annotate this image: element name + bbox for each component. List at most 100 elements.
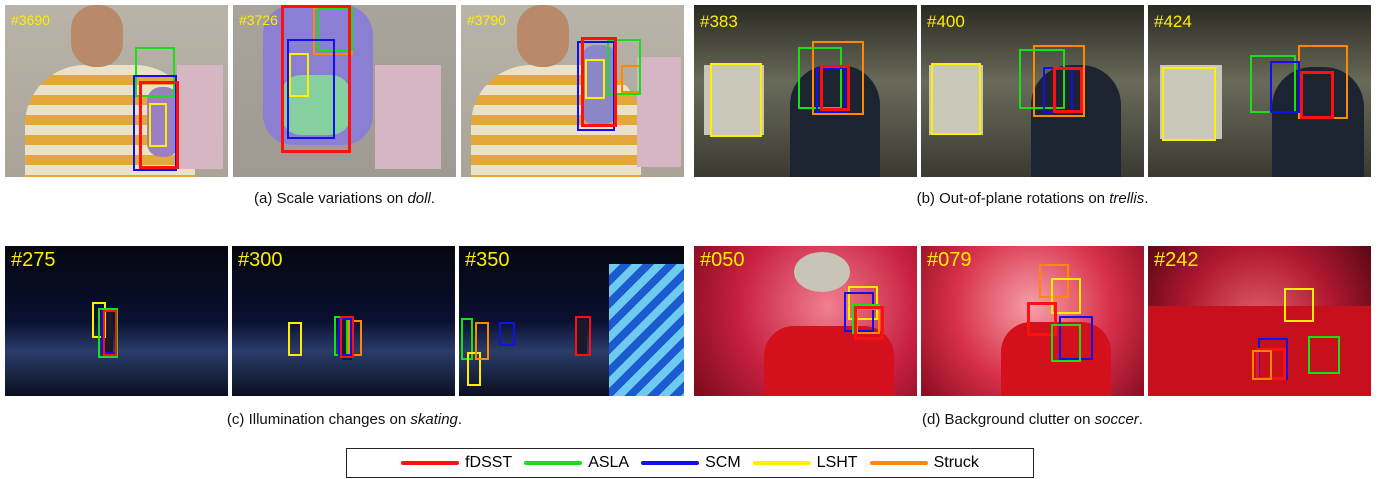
frame-doll-3726: #3726 (233, 5, 456, 177)
bbox-fdsst (581, 37, 617, 127)
bbox-scm (338, 318, 352, 356)
bbox-struck (348, 320, 362, 356)
window-light (704, 65, 764, 135)
bbox-fdsst (340, 316, 354, 358)
legend-label: LSHT (816, 454, 858, 471)
frame-number: #300 (238, 249, 283, 271)
legend-line (524, 461, 583, 465)
person-head (71, 5, 123, 67)
legend-line (869, 461, 928, 465)
bbox-struck (1039, 264, 1069, 298)
frame-doll-3790: #3790 (461, 5, 684, 177)
legend-line (401, 461, 460, 465)
bbox-scm (816, 67, 846, 113)
light-wall (609, 264, 684, 396)
legend-label: Struck (933, 454, 979, 471)
bbox-fdsst (1300, 71, 1334, 119)
bbox-fdsst (139, 81, 179, 169)
bbox-fdsst (1027, 302, 1057, 336)
window-light (929, 65, 983, 135)
frame-number: #3726 (239, 12, 278, 28)
person-silhouette (1272, 67, 1364, 177)
caption-text: (d) Background clutter on (922, 411, 1095, 428)
caption-text: (b) Out-of-plane rotations on (916, 190, 1110, 207)
bbox-lsht (710, 63, 762, 137)
frame-soccer-079: #079 (921, 246, 1144, 396)
legend: fDSST ASLA SCM LSHT Struck (346, 448, 1034, 478)
bbox-asla (1308, 336, 1340, 374)
frame-skating-275: #275 (5, 246, 228, 396)
legend-item-fdsst: fDSST (401, 454, 512, 472)
bbox-scm (1059, 316, 1093, 360)
frame-number: #3690 (11, 12, 50, 28)
frame-skating-350: #350 (459, 246, 684, 396)
bbox-lsht (288, 322, 302, 356)
bbox-asla (317, 7, 353, 51)
caption-skating: (c) Illumination changes on skating. (5, 411, 684, 428)
bbox-lsht (585, 59, 605, 99)
bbox-struck (1252, 350, 1272, 380)
bbox-struck (856, 308, 880, 334)
frame-number: #400 (927, 12, 965, 31)
bbox-scm (844, 292, 874, 332)
legend-item-lsht: LSHT (752, 454, 858, 472)
caption-sequence: doll (407, 190, 431, 207)
window-light (1160, 65, 1222, 139)
bbox-asla (1051, 324, 1081, 362)
caption-period: . (1138, 411, 1143, 428)
person-silhouette (790, 65, 880, 177)
bbox-lsht (1162, 67, 1216, 141)
bbox-asla (135, 47, 175, 97)
legend-item-scm: SCM (641, 454, 741, 472)
person-head (517, 5, 569, 67)
bbox-lsht (1284, 288, 1314, 322)
legend-label: fDSST (465, 454, 513, 471)
poster (177, 65, 223, 169)
bbox-fdsst (820, 65, 850, 111)
bbox-scm (287, 39, 335, 139)
trophy (794, 252, 850, 292)
bbox-asla (98, 308, 118, 358)
bbox-lsht (1051, 278, 1081, 314)
frame-trellis-383: #383 (694, 5, 917, 177)
caption-period: . (430, 190, 435, 207)
skater-figure (103, 308, 113, 356)
caption-sequence: soccer (1094, 411, 1139, 428)
frame-trellis-424: #424 (1148, 5, 1371, 177)
caption-trellis: (b) Out-of-plane rotations on trellis. (694, 190, 1371, 207)
caption-soccer: (d) Background clutter on soccer. (694, 411, 1371, 428)
frame-trellis-400: #400 (921, 5, 1144, 177)
poster (637, 57, 681, 167)
bbox-struck (475, 322, 489, 360)
doll-toy (581, 45, 617, 125)
bbox-asla (1019, 49, 1065, 109)
bbox-lsht (848, 286, 878, 320)
caption-period: . (457, 411, 463, 428)
bbox-lsht (931, 63, 981, 135)
bbox-lsht (149, 103, 167, 147)
legend-item-struck: Struck (869, 454, 979, 472)
bbox-fdsst (1053, 67, 1083, 113)
bbox-fdsst (103, 310, 117, 356)
caption-sequence: skating (410, 411, 458, 428)
frame-doll-3690: #3690 (5, 5, 228, 177)
bbox-lsht (467, 352, 481, 386)
doll-body (281, 75, 351, 135)
bbox-asla (607, 39, 641, 95)
bbox-fdsst (854, 306, 884, 340)
person-silhouette (1031, 65, 1121, 177)
poster (375, 65, 441, 169)
frame-number: #050 (700, 249, 745, 271)
caption-text: (a) Scale variations on (254, 190, 408, 207)
frame-number: #242 (1154, 249, 1199, 271)
bbox-lsht (289, 53, 309, 97)
frame-number: #350 (465, 249, 510, 271)
bbox-struck (812, 41, 864, 115)
skater-figure (577, 320, 587, 356)
bbox-fdsst (575, 316, 591, 356)
caption-sequence: trellis (1109, 190, 1145, 207)
bbox-scm (499, 322, 515, 346)
frame-number: #275 (11, 249, 56, 271)
caption-period: . (1144, 190, 1149, 207)
legend-item-asla: ASLA (524, 454, 629, 472)
